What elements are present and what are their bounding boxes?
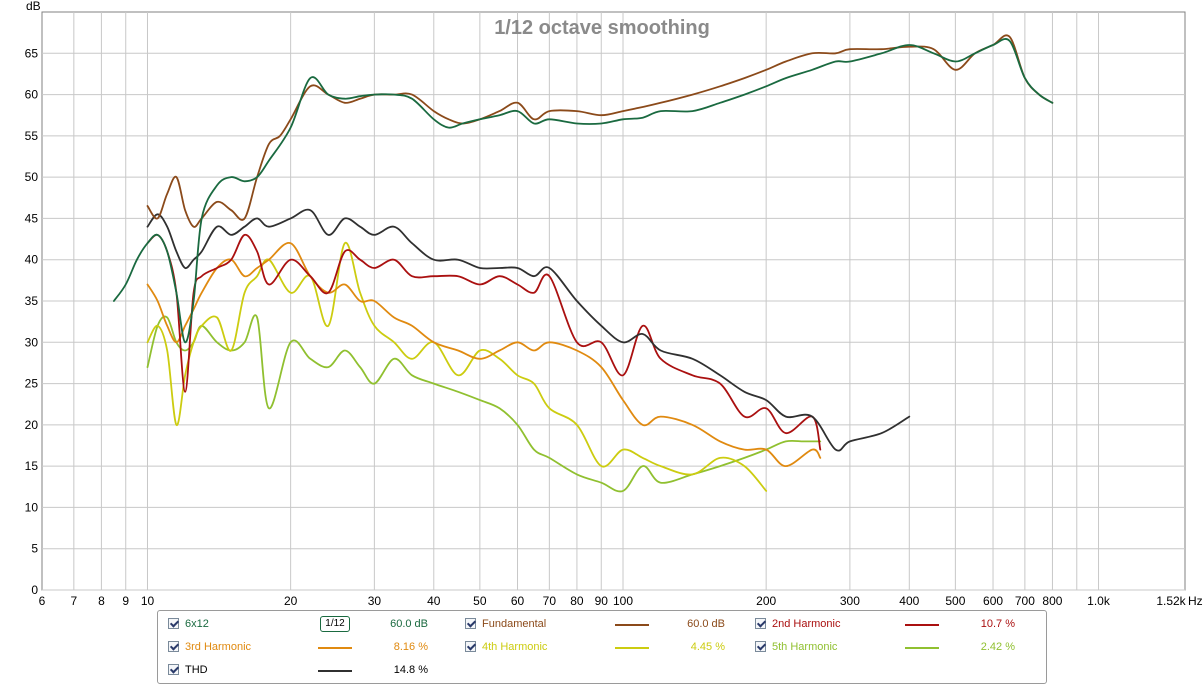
- legend-checkbox-2nd-harmonic[interactable]: [755, 618, 766, 629]
- x-axis-unit: Hz: [1188, 594, 1203, 606]
- y-tick-label: 15: [25, 459, 39, 473]
- x-tick-label: 50: [473, 594, 487, 606]
- legend-checkbox-fundamental[interactable]: [465, 618, 476, 629]
- legend-value: 10.7 %: [980, 618, 1015, 630]
- y-tick-label: 35: [25, 294, 39, 308]
- legend-name: 2nd Harmonic: [772, 618, 841, 630]
- y-axis-label: dB: [26, 0, 41, 13]
- y-tick-label: 60: [25, 88, 39, 102]
- legend-line-swatch: [905, 624, 939, 626]
- legend: 6x12 1/12 60.0 dB Fundamental 60.0 dB 2nd Har…: [157, 610, 1047, 684]
- series-lines: [113, 34, 1054, 493]
- x-tick-label: 60: [511, 594, 525, 606]
- x-tick-label: 800: [1042, 594, 1062, 606]
- x-tick-label: 9: [122, 594, 129, 606]
- x-tick-label: 90: [595, 594, 609, 606]
- legend-value: 60.0 dB: [390, 618, 428, 630]
- legend-checkbox-thd[interactable]: [168, 664, 179, 675]
- x-tick-label: 600: [983, 594, 1003, 606]
- legend-item-3rd-harmonic: 3rd Harmonic 8.16 %: [168, 638, 448, 658]
- legend-value: 2.42 %: [980, 641, 1015, 653]
- y-tick-label: 45: [25, 211, 39, 225]
- legend-item-fundamental: Fundamental 60.0 dB: [465, 615, 745, 635]
- legend-line-swatch: [318, 647, 352, 649]
- legend-checkbox-6x12[interactable]: [168, 618, 179, 629]
- series-line-thd: [146, 208, 911, 452]
- x-tick-label: 1.52k: [1156, 594, 1186, 606]
- grid-lines: [42, 12, 1185, 591]
- x-tick-label: 20: [284, 594, 298, 606]
- legend-item-6x12: 6x12 1/12 60.0 dB: [168, 615, 448, 635]
- legend-value: 60.0 dB: [687, 618, 725, 630]
- x-tick-label: 10: [141, 594, 155, 606]
- x-tick-label: 7: [70, 594, 77, 606]
- series-line-6x12: [113, 38, 1054, 344]
- y-tick-label: 50: [25, 170, 39, 184]
- y-tick-label: 40: [25, 253, 39, 267]
- legend-checkbox-5th-harmonic[interactable]: [755, 641, 766, 652]
- legend-value: 8.16 %: [393, 641, 428, 653]
- x-tick-label: 200: [756, 594, 776, 606]
- legend-item-4th-harmonic: 4th Harmonic 4.45 %: [465, 638, 745, 658]
- legend-name: 6x12: [185, 618, 209, 630]
- legend-name: 5th Harmonic: [772, 641, 838, 653]
- legend-item-2nd-harmonic: 2nd Harmonic 10.7 %: [755, 615, 1035, 635]
- x-tick-labels: 6 7 8 9 10 20 30 40 50 60 70 80 90 100 200 300 400 500 600…: [39, 594, 1187, 606]
- legend-value: 4.45 %: [690, 641, 725, 653]
- legend-line-swatch: [615, 624, 649, 626]
- frequency-response-chart: 0 5 10 15 20 25 30 35 40 45 50 55 60 65 6 7 8 9 10 20 30 40 5…: [25, 0, 1203, 606]
- y-tick-label: 0: [31, 583, 38, 597]
- chart-title: 1/12 octave smoothing: [494, 17, 710, 39]
- legend-line-swatch: [615, 647, 649, 649]
- legend-name: 3rd Harmonic: [185, 641, 252, 653]
- legend-value: 14.8 %: [393, 664, 428, 676]
- x-tick-label: 8: [98, 594, 105, 606]
- x-tick-label: 500: [945, 594, 965, 606]
- x-tick-label: 30: [368, 594, 382, 606]
- x-tick-label: 1.0k: [1087, 594, 1111, 606]
- x-tick-label: 400: [899, 594, 919, 606]
- x-tick-label: 70: [543, 594, 557, 606]
- y-tick-labels: 0 5 10 15 20 25 30 35 40 45 50 55 60 65: [25, 46, 39, 597]
- x-tick-label: 80: [570, 594, 584, 606]
- y-tick-label: 55: [25, 129, 39, 143]
- y-tick-label: 30: [25, 335, 39, 349]
- x-tick-label: 300: [840, 594, 860, 606]
- y-tick-label: 65: [25, 46, 39, 60]
- x-tick-label: 100: [613, 594, 633, 606]
- legend-name: THD: [185, 664, 208, 676]
- series-line-3rd-harmonic: [146, 242, 822, 467]
- y-tick-label: 5: [31, 542, 38, 556]
- legend-line-swatch: [318, 670, 352, 672]
- legend-name: Fundamental: [482, 618, 547, 630]
- legend-name: 4th Harmonic: [482, 641, 548, 653]
- series-line-4th-harmonic: [146, 242, 768, 492]
- legend-checkbox-3rd-harmonic[interactable]: [168, 641, 179, 652]
- x-tick-label: 40: [427, 594, 441, 606]
- smoothing-icon[interactable]: 1/12: [320, 616, 350, 632]
- x-tick-label: 700: [1015, 594, 1035, 606]
- y-tick-label: 25: [25, 377, 39, 391]
- legend-checkbox-4th-harmonic[interactable]: [465, 641, 476, 652]
- legend-item-thd: THD 14.8 %: [168, 661, 448, 681]
- series-line-5th-harmonic: [146, 314, 822, 493]
- y-tick-label: 20: [25, 418, 39, 432]
- x-tick-label: 6: [39, 594, 46, 606]
- y-tick-label: 10: [25, 500, 39, 514]
- legend-line-swatch: [905, 647, 939, 649]
- legend-item-5th-harmonic: 5th Harmonic 2.42 %: [755, 638, 1035, 658]
- series-line-2nd-harmonic: [146, 233, 822, 451]
